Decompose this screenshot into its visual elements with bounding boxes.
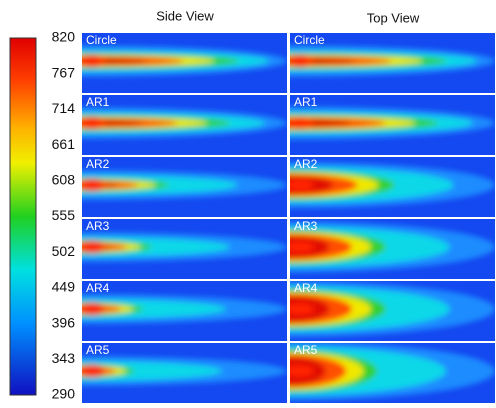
nozzle <box>82 179 106 191</box>
colorbar-tick-label: 767 <box>52 64 76 80</box>
nozzle <box>290 117 314 129</box>
contour-panel: AR2 <box>290 157 495 217</box>
panel-label: AR4 <box>86 281 110 295</box>
plume <box>290 162 495 208</box>
colorbar-tick-label: 343 <box>52 350 76 366</box>
colorbar-tick-label: 714 <box>52 100 76 116</box>
column-header: Side View <box>156 8 214 23</box>
panel-label: AR5 <box>294 343 318 357</box>
colorbar-tick-label: 396 <box>52 314 76 330</box>
nozzle <box>82 55 106 67</box>
contour-panel: AR1 <box>82 95 287 155</box>
plume <box>82 170 287 200</box>
plume <box>290 221 495 273</box>
colorbar-tick-label: 608 <box>52 172 76 188</box>
nozzle <box>290 303 314 315</box>
plume <box>290 343 495 401</box>
contour-panel: AR4 <box>290 281 495 341</box>
panel-label: AR4 <box>294 281 318 295</box>
panel-label: AR5 <box>86 343 110 357</box>
colorbar-tick-label: 820 <box>52 29 76 45</box>
nozzle <box>82 117 106 129</box>
panel-label: Circle <box>86 33 117 47</box>
colorbar-tick-label: 661 <box>52 136 76 152</box>
colorbar-tick-label: 449 <box>52 279 76 295</box>
contour-panel: AR4 <box>82 281 287 341</box>
plume <box>82 356 287 386</box>
panel-label: Circle <box>294 33 325 47</box>
plume <box>290 106 495 140</box>
column-header: Top View <box>367 10 420 25</box>
contour-panel: AR3 <box>290 219 495 279</box>
plume <box>82 45 287 77</box>
panel-label: AR3 <box>86 219 110 233</box>
colorbar-tick-label: 555 <box>52 207 76 223</box>
plume <box>290 281 495 337</box>
panel-label: AR2 <box>86 157 110 171</box>
contour-panel: AR2 <box>82 157 287 217</box>
colorbar-tick-label: 502 <box>52 243 76 259</box>
nozzle <box>290 241 314 253</box>
nozzle <box>290 55 314 67</box>
nozzle <box>82 303 106 315</box>
contour-panel: AR5 <box>290 343 495 403</box>
nozzle <box>290 365 314 377</box>
nozzle <box>82 365 106 377</box>
plume <box>82 107 287 139</box>
contour-panel: Circle <box>290 33 495 93</box>
nozzle <box>82 241 106 253</box>
plume <box>290 45 495 77</box>
contour-panel: Circle <box>82 33 287 93</box>
colorbar <box>9 37 37 396</box>
nozzle <box>290 179 314 191</box>
panel-label: AR2 <box>294 157 318 171</box>
panel-label: AR1 <box>294 95 318 109</box>
colorbar-tick-label: 290 <box>52 386 76 402</box>
contour-panel: AR5 <box>82 343 287 403</box>
contour-panel: AR1 <box>290 95 495 155</box>
plume <box>82 232 287 262</box>
plume <box>82 294 287 324</box>
contour-panel: AR3 <box>82 219 287 279</box>
panel-label: AR3 <box>294 219 318 233</box>
panel-label: AR1 <box>86 95 110 109</box>
